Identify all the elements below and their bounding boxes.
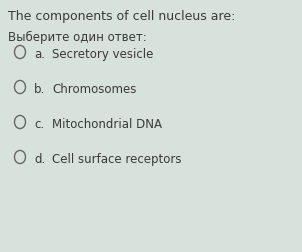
Text: b.: b. <box>34 83 45 96</box>
Text: The components of cell nucleus are:: The components of cell nucleus are: <box>8 10 235 23</box>
Text: Выберите один ответ:: Выберите один ответ: <box>8 31 147 44</box>
Text: a.: a. <box>34 48 45 61</box>
Text: Secretory vesicle: Secretory vesicle <box>52 48 153 61</box>
Text: c.: c. <box>34 117 44 131</box>
Text: Cell surface receptors: Cell surface receptors <box>52 152 182 165</box>
Text: Chromosomes: Chromosomes <box>52 83 137 96</box>
Text: d.: d. <box>34 152 45 165</box>
Text: Mitochondrial DNA: Mitochondrial DNA <box>52 117 162 131</box>
